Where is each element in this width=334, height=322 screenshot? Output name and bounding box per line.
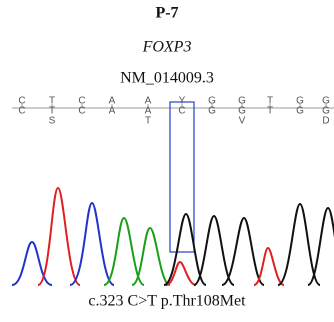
caption: c.323 C>T p.Thr108Met — [88, 293, 246, 310]
base-call: D — [322, 116, 329, 127]
figure: P-7 FOXP3 NM_014009.3 c.323 C>T p.Thr108… — [0, 0, 334, 322]
title: P-7 — [155, 5, 178, 22]
base-call: G — [208, 106, 216, 117]
base-call: A — [109, 106, 116, 117]
base-call: G — [296, 106, 304, 117]
base-call: S — [49, 116, 56, 127]
peaks — [12, 188, 334, 285]
base-call: C — [78, 106, 85, 117]
base-call: C — [18, 106, 25, 117]
base-call: C — [178, 106, 185, 117]
gene: FOXP3 — [142, 39, 192, 56]
chromatogram-figure: P-7 FOXP3 NM_014009.3 c.323 C>T p.Thr108… — [0, 0, 334, 322]
base-call: T — [267, 106, 273, 117]
base-call: T — [145, 116, 151, 127]
transcript: NM_014009.3 — [120, 70, 214, 87]
base-call: V — [239, 116, 246, 127]
